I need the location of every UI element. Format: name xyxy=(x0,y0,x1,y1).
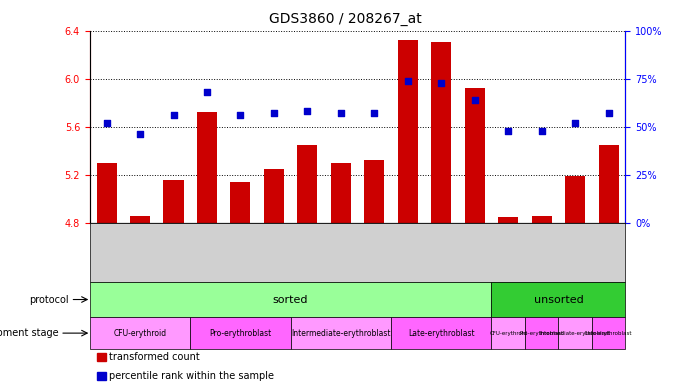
Bar xyxy=(464,88,485,223)
Bar xyxy=(97,163,117,223)
Bar xyxy=(230,182,250,223)
Point xyxy=(168,112,179,118)
Point xyxy=(569,120,580,126)
Bar xyxy=(364,161,384,223)
Text: transformed count: transformed count xyxy=(109,352,200,362)
Bar xyxy=(197,113,217,223)
Point xyxy=(603,110,614,116)
Bar xyxy=(297,145,317,223)
Text: sorted: sorted xyxy=(273,295,308,305)
Text: Late-erythroblast: Late-erythroblast xyxy=(585,331,632,336)
Bar xyxy=(598,145,618,223)
Bar xyxy=(531,215,551,223)
Bar xyxy=(331,163,351,223)
Bar xyxy=(565,176,585,223)
Text: protocol: protocol xyxy=(30,295,69,305)
Bar xyxy=(264,169,284,223)
Point xyxy=(536,127,547,134)
Text: development stage: development stage xyxy=(0,328,59,338)
Point xyxy=(268,110,279,116)
Point xyxy=(101,120,112,126)
Point xyxy=(469,97,480,103)
Bar xyxy=(431,41,451,223)
Text: Late-erythroblast: Late-erythroblast xyxy=(408,329,475,338)
Point xyxy=(436,79,447,86)
Text: Intermediate-erythroblast: Intermediate-erythroblast xyxy=(291,329,390,338)
Point xyxy=(369,110,380,116)
Text: unsorted: unsorted xyxy=(533,295,583,305)
Point xyxy=(402,78,413,84)
Point xyxy=(135,131,146,137)
Text: percentile rank within the sample: percentile rank within the sample xyxy=(109,371,274,381)
Point xyxy=(235,112,246,118)
Text: Pro-erythroblast: Pro-erythroblast xyxy=(520,331,564,336)
Bar xyxy=(398,40,418,223)
Point xyxy=(335,110,346,116)
Bar xyxy=(164,180,184,223)
Bar xyxy=(498,217,518,223)
Point xyxy=(502,127,513,134)
Text: CFU-erythroid: CFU-erythroid xyxy=(113,329,167,338)
Text: CFU-erythroid: CFU-erythroid xyxy=(489,331,527,336)
Text: Intermediate-erythroblast: Intermediate-erythroblast xyxy=(540,331,611,336)
Point xyxy=(302,108,313,114)
Bar xyxy=(130,215,150,223)
Point xyxy=(202,89,213,95)
Text: Pro-erythroblast: Pro-erythroblast xyxy=(209,329,272,338)
Text: GDS3860 / 208267_at: GDS3860 / 208267_at xyxy=(269,12,422,25)
